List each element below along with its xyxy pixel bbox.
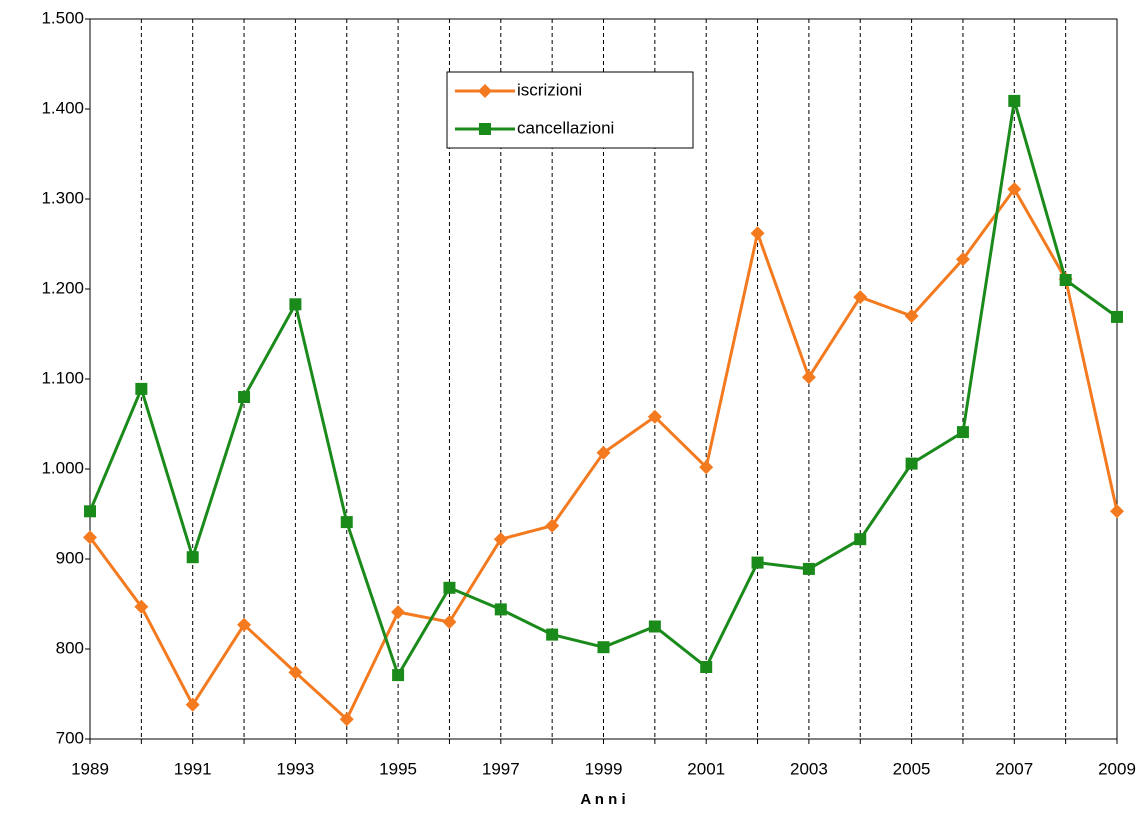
legend-box — [446, 71, 694, 149]
marker — [185, 697, 200, 712]
marker — [288, 665, 303, 680]
x-tick-label: 1997 — [482, 759, 520, 778]
x-tick-label: 1991 — [174, 759, 212, 778]
y-tick-label: 1.300 — [41, 188, 84, 207]
marker — [1008, 94, 1021, 107]
legend-label: cancellazioni — [517, 118, 614, 137]
marker — [238, 391, 251, 403]
marker — [596, 445, 611, 460]
marker — [442, 615, 457, 629]
marker — [854, 533, 867, 546]
marker — [479, 123, 491, 135]
marker — [391, 605, 406, 620]
marker — [853, 290, 868, 305]
marker — [339, 712, 354, 727]
marker — [597, 641, 610, 654]
marker — [955, 252, 970, 267]
marker — [904, 309, 919, 323]
marker — [750, 226, 765, 241]
marker — [83, 530, 97, 545]
marker — [493, 532, 508, 547]
marker — [699, 460, 714, 475]
x-tick-label: 2007 — [995, 759, 1033, 778]
x-tick-label: 1999 — [585, 759, 623, 778]
marker — [1007, 182, 1022, 197]
marker — [647, 409, 662, 424]
marker — [801, 370, 816, 385]
marker — [289, 298, 302, 311]
x-axis-label: A n n i — [580, 791, 625, 808]
marker — [1110, 504, 1124, 519]
x-tick-label: 1995 — [379, 759, 417, 778]
y-tick-label: 700 — [56, 728, 84, 747]
y-tick-label: 1.200 — [41, 278, 84, 297]
x-tick-label: 1993 — [276, 759, 314, 778]
marker — [648, 620, 661, 633]
marker — [802, 562, 815, 575]
x-tick-label: 2003 — [790, 759, 828, 778]
marker — [700, 661, 713, 673]
y-tick-label: 1.100 — [41, 368, 84, 387]
marker — [443, 581, 456, 594]
x-tick-label: 2009 — [1098, 759, 1136, 778]
marker — [478, 84, 492, 98]
y-tick-label: 800 — [56, 638, 84, 657]
marker — [494, 603, 507, 616]
marker — [237, 617, 252, 632]
marker — [1059, 274, 1072, 286]
marker — [545, 518, 560, 533]
x-tick-label: 2005 — [893, 759, 931, 778]
y-tick-label: 900 — [56, 548, 84, 567]
marker — [135, 382, 148, 395]
marker — [340, 516, 353, 529]
x-tick-label: 1989 — [71, 759, 109, 778]
marker — [956, 426, 969, 439]
marker — [546, 628, 559, 641]
marker — [392, 669, 405, 682]
marker — [84, 505, 96, 518]
x-tick-label: 2001 — [687, 759, 725, 778]
marker — [134, 599, 149, 614]
plot-border — [89, 18, 1118, 740]
y-tick-label: 1.400 — [41, 98, 84, 117]
y-tick-label: 1.500 — [41, 8, 84, 27]
marker — [186, 551, 199, 564]
marker — [751, 556, 764, 569]
marker — [1111, 310, 1123, 323]
legend-label: iscrizioni — [517, 80, 582, 99]
marker — [905, 457, 918, 470]
y-tick-label: 1.000 — [41, 458, 84, 477]
